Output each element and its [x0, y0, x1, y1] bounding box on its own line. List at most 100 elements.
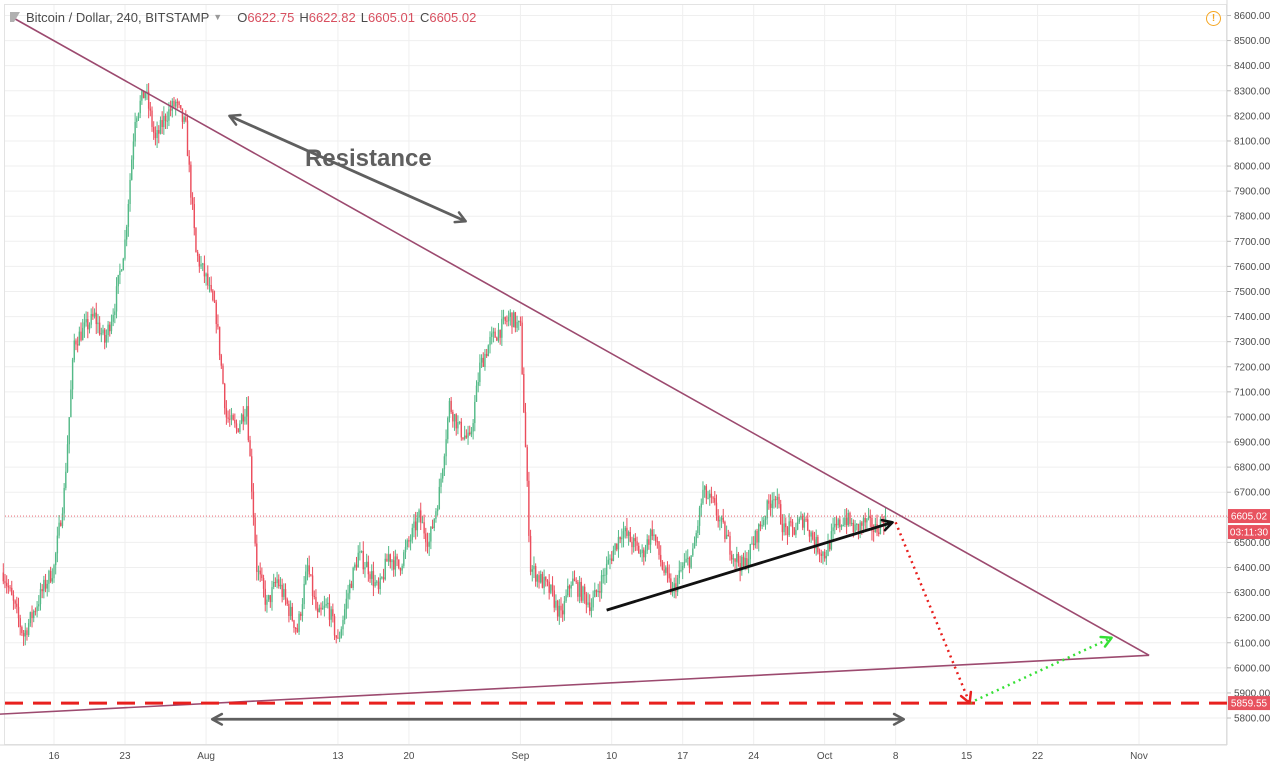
candle-body	[550, 584, 552, 593]
candle-body	[85, 319, 87, 323]
candle-body	[867, 516, 870, 519]
candle-body	[658, 541, 660, 555]
x-tick-label: Aug	[197, 751, 215, 762]
candle-body	[136, 118, 138, 122]
candle-body	[403, 552, 405, 566]
candle-body	[289, 606, 292, 617]
y-tick-label: 8000.00	[1234, 162, 1271, 173]
candle-body	[154, 132, 157, 139]
candle-body	[401, 565, 403, 571]
alert-icon[interactable]: !	[1206, 11, 1221, 26]
chevron-down-icon[interactable]: ▼	[213, 12, 223, 22]
candle-body	[223, 383, 226, 409]
candle-body	[105, 335, 108, 343]
candle-body	[132, 141, 135, 160]
candle-body	[112, 314, 114, 322]
candle-body	[261, 574, 263, 579]
candle-body	[482, 357, 484, 367]
candle-body	[602, 575, 604, 577]
candle-body	[700, 503, 702, 508]
symbol-title[interactable]: Bitcoin / Dollar, 240, BITSTAMP	[26, 9, 210, 25]
y-tick-label: 6500.00	[1234, 538, 1271, 549]
candle-body	[88, 324, 91, 330]
candle-body	[318, 607, 321, 613]
candle-body	[22, 632, 25, 637]
candle-body	[793, 527, 795, 535]
candle-body	[744, 558, 746, 567]
candle-body	[68, 417, 70, 445]
candle-body	[235, 423, 238, 429]
candle-body	[195, 228, 197, 253]
candle-body	[856, 523, 858, 525]
candle-body	[614, 543, 616, 551]
candle-body	[196, 252, 199, 257]
candle-body	[611, 558, 613, 561]
candle-body	[617, 537, 620, 550]
symbol-header: Bitcoin / Dollar, 240, BITSTAMP ▼ O 6622.…	[10, 8, 476, 26]
candle-body	[442, 469, 444, 479]
candle-body	[257, 570, 260, 572]
candle-body	[720, 517, 723, 520]
support-level-tag: 5859.55	[1231, 699, 1268, 710]
candle-body	[511, 312, 513, 328]
x-tick-label: 10	[606, 751, 618, 762]
candle-body	[751, 543, 753, 545]
candle-body	[254, 517, 256, 544]
candle-body	[371, 571, 373, 579]
candle-body	[352, 567, 354, 588]
candle-body	[14, 600, 16, 604]
double-arrow-head	[228, 113, 242, 126]
candle-body	[134, 121, 136, 142]
candle-body	[286, 599, 288, 604]
candle-body	[222, 365, 224, 384]
candle-body	[115, 286, 118, 312]
candle-body	[251, 456, 253, 492]
candle-body	[808, 530, 811, 537]
candle-body	[653, 534, 655, 537]
candle-body	[558, 605, 561, 617]
candle-body	[283, 589, 285, 597]
candle-body	[364, 567, 366, 570]
candle-body	[883, 520, 885, 527]
candle-body	[423, 522, 425, 534]
candle-body	[212, 290, 214, 301]
candle-body	[791, 521, 794, 528]
candle-body	[433, 518, 435, 529]
candle-body	[242, 414, 244, 422]
candle-body	[36, 606, 38, 612]
candle-body	[92, 313, 94, 317]
candle-body	[53, 565, 55, 579]
candle-body	[107, 324, 109, 336]
y-tick-label: 6700.00	[1234, 488, 1271, 499]
y-tick-label: 8300.00	[1234, 86, 1271, 97]
candle-body	[24, 630, 26, 637]
x-tick-label: 24	[748, 751, 760, 762]
candle-body	[426, 542, 429, 547]
candle-body	[200, 264, 202, 267]
candle-body	[871, 517, 873, 531]
candle-body	[159, 120, 162, 134]
candle-body	[878, 532, 880, 535]
candle-body	[131, 159, 133, 180]
candle-body	[61, 513, 64, 526]
candle-body	[577, 582, 579, 597]
candle-body	[171, 100, 173, 111]
candle-body	[594, 589, 596, 598]
candle-body	[536, 575, 539, 582]
candle-body	[244, 416, 246, 422]
candle-body	[496, 337, 498, 341]
projection-up-path	[969, 636, 1113, 705]
x-tick-label: 23	[119, 751, 131, 762]
candle-body	[83, 322, 86, 328]
candle-body	[627, 531, 630, 536]
candle-body	[149, 108, 152, 111]
candle-body	[406, 540, 408, 547]
candle-body	[359, 551, 361, 553]
y-tick-label: 6900.00	[1234, 438, 1271, 449]
candle-body	[142, 90, 145, 99]
candle-body	[705, 486, 708, 499]
candle-body	[213, 300, 216, 303]
candle-body	[207, 273, 209, 286]
candle-body	[695, 533, 697, 543]
